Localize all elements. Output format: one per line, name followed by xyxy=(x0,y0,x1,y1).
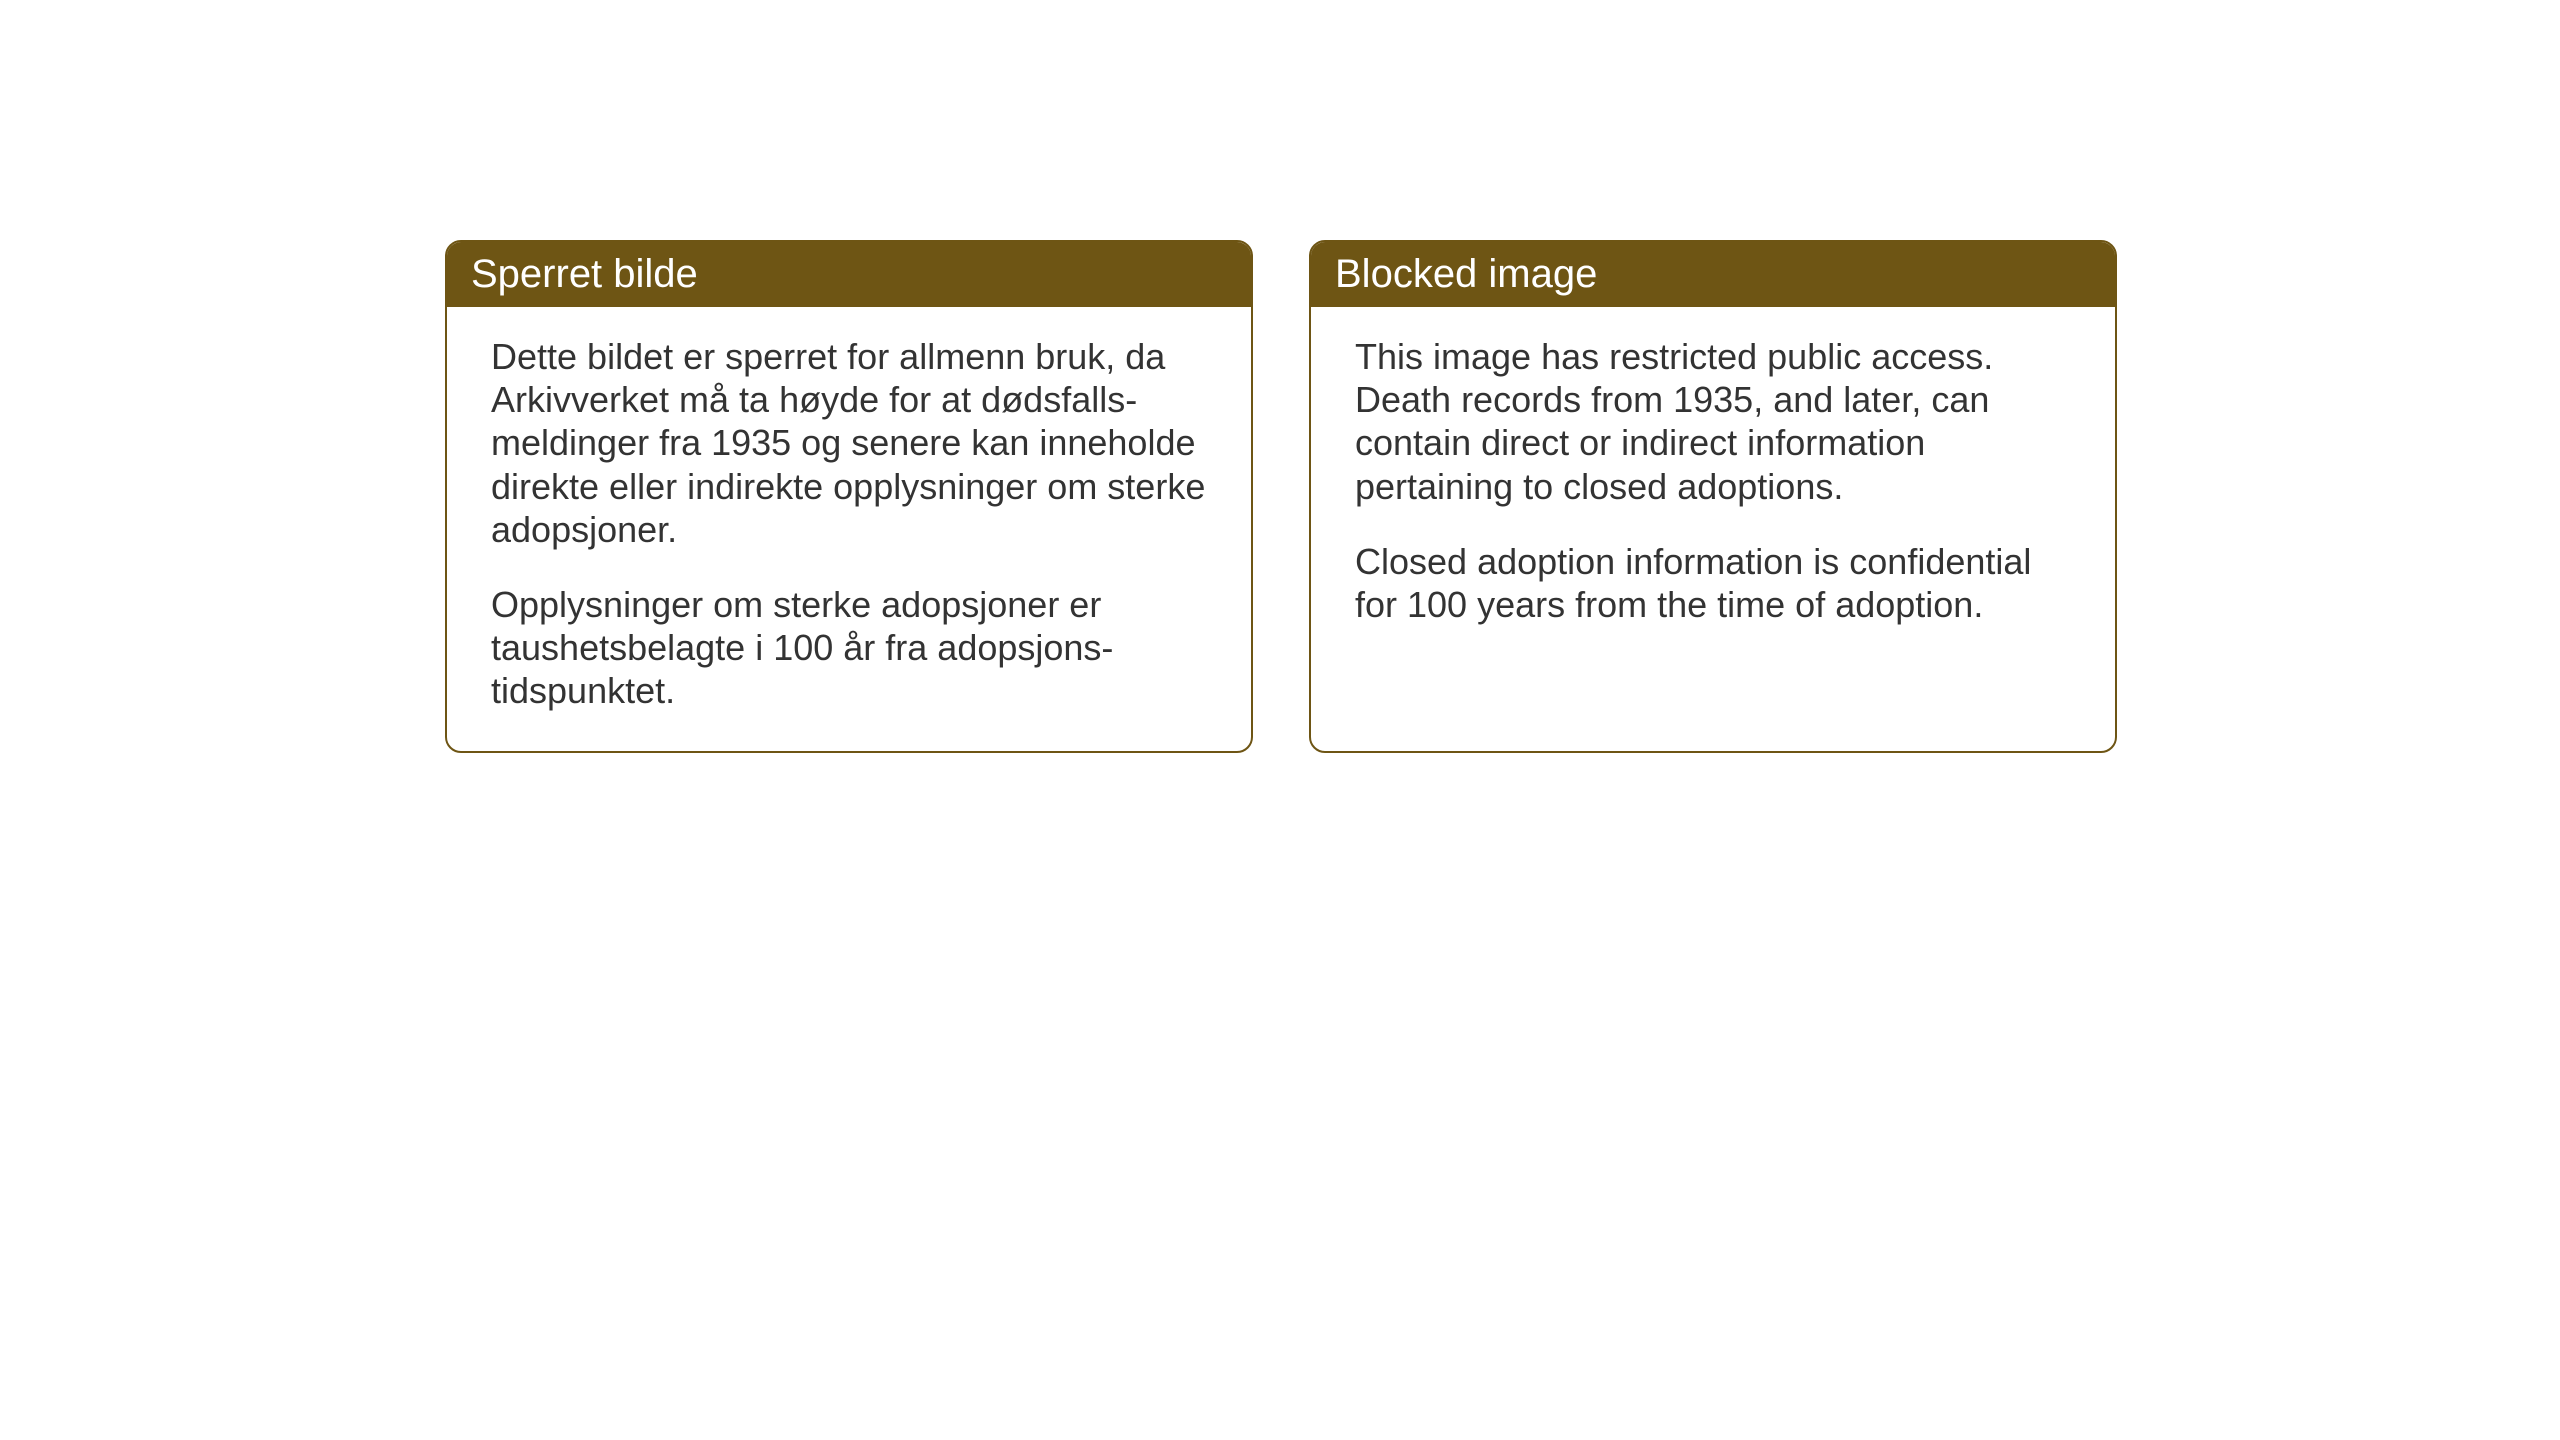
notice-container: Sperret bilde Dette bildet er sperret fo… xyxy=(445,240,2117,753)
norwegian-paragraph-1: Dette bildet er sperret for allmenn bruk… xyxy=(491,335,1207,551)
english-notice-card: Blocked image This image has restricted … xyxy=(1309,240,2117,753)
norwegian-card-header: Sperret bilde xyxy=(447,242,1251,307)
norwegian-card-title: Sperret bilde xyxy=(471,252,698,296)
english-card-header: Blocked image xyxy=(1311,242,2115,307)
norwegian-card-body: Dette bildet er sperret for allmenn bruk… xyxy=(447,307,1251,751)
english-paragraph-1: This image has restricted public access.… xyxy=(1355,335,2071,508)
english-card-body: This image has restricted public access.… xyxy=(1311,307,2115,751)
norwegian-paragraph-2: Opplysninger om sterke adopsjoner er tau… xyxy=(491,583,1207,713)
english-card-title: Blocked image xyxy=(1335,252,1597,296)
norwegian-notice-card: Sperret bilde Dette bildet er sperret fo… xyxy=(445,240,1253,753)
english-paragraph-2: Closed adoption information is confident… xyxy=(1355,540,2071,626)
